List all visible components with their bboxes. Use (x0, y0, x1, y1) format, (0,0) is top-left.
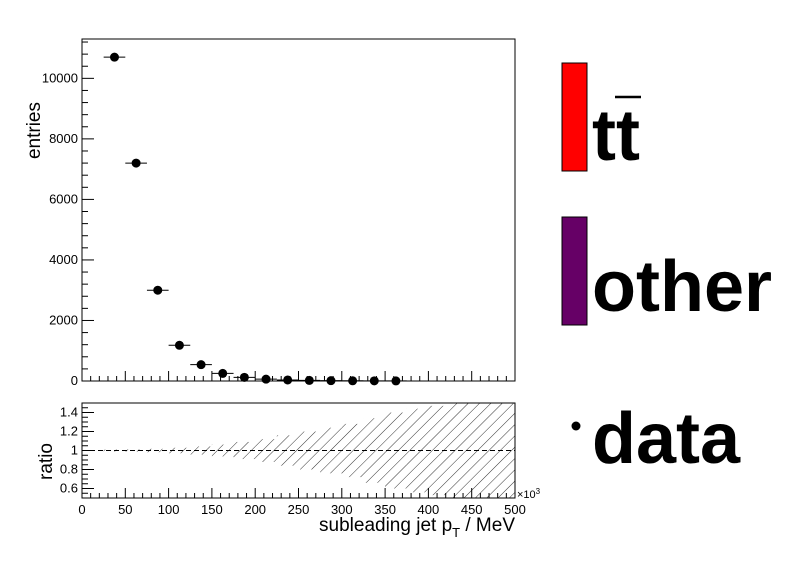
x-axis-label-subscript: T (452, 525, 460, 540)
main-plot-frame (81, 38, 516, 382)
data-point (391, 376, 401, 386)
ratio-y-tick-label: 1.2 (60, 424, 78, 439)
x-axis-label: subleading jet pT / MeV (319, 515, 515, 540)
x-axis-label-unit: / MeV (460, 515, 515, 536)
ratio-band-bin (341, 423, 364, 478)
x-tick-label: 400 (418, 502, 440, 517)
legend-marker-data (571, 421, 581, 431)
x-tick-label: 350 (374, 502, 396, 517)
ratio-band-bin (190, 446, 212, 455)
data-point (304, 375, 314, 385)
data-point (239, 372, 249, 382)
legend-entry-ttbar: tt (561, 62, 641, 176)
x-tick-label: 100 (158, 502, 180, 517)
legend-swatch-other (561, 216, 588, 326)
data-point (326, 376, 336, 386)
x-axis-exponent-base: ×10 (517, 489, 536, 501)
data-point (131, 158, 141, 168)
data-point (196, 360, 206, 370)
legend-entry-other: other (561, 216, 772, 327)
legend: tt other data (561, 62, 772, 479)
x-tick-label: 500 (504, 502, 526, 517)
data-point (261, 374, 271, 384)
ratio-panel: 0.6 0.8 1 1.2 1.4 0 50 100 150 200 250 300 350 400 45… (36, 402, 526, 517)
ratio-y-axis-label: ratio (36, 443, 57, 480)
main-y-ticks: 0 2000 4000 6000 8000 10000 (42, 41, 94, 388)
main-y-axis-label: entries (24, 102, 45, 159)
ratio-band-bin (276, 435, 299, 466)
data-point (174, 340, 184, 350)
ratio-y-tick-label: 0.6 (60, 481, 78, 496)
data-point (369, 376, 379, 386)
ratio-y-tick-label: 1 (71, 443, 78, 458)
main-y-tick-label: 2000 (49, 312, 78, 327)
ratio-band-bin (406, 408, 429, 493)
x-tick-label: 250 (288, 502, 310, 517)
legend-label-data: data (592, 399, 741, 479)
x-tick-label: 50 (118, 502, 132, 517)
x-axis-label-main: subleading jet p (319, 515, 452, 536)
data-point (348, 376, 358, 386)
ratio-y-tick-label: 1.4 (60, 405, 78, 420)
ratio-y-ticks: 0.6 0.8 1 1.2 1.4 (60, 402, 94, 499)
main-y-tick-label: 8000 (49, 131, 78, 146)
legend-swatch-ttbar (561, 62, 588, 172)
x-tick-label: 200 (244, 502, 266, 517)
data-point (109, 52, 119, 62)
main-panel: 0 2000 4000 6000 8000 10000 entries (24, 38, 516, 388)
data-point (153, 285, 163, 295)
main-y-tick-label: 0 (71, 373, 78, 388)
main-y-tick-label: 10000 (42, 70, 78, 85)
ratio-uncertainty-band (103, 403, 515, 498)
data-point (218, 368, 228, 378)
x-tick-label: 0 (78, 502, 85, 517)
legend-entry-data: data (571, 399, 741, 479)
ratio-band-bin (125, 449, 147, 452)
x-tick-label: 450 (461, 502, 483, 517)
ratio-x-ticks: 0 50 100 150 200 250 300 350 400 450 500 (78, 488, 526, 517)
ratio-y-tick-label: 0.8 (60, 462, 78, 477)
legend-label-other: other (592, 247, 772, 327)
ratio-band-bin (428, 405, 451, 496)
main-y-tick-label: 4000 (49, 252, 78, 267)
data-point (283, 375, 293, 385)
x-tick-label: 150 (201, 502, 223, 517)
x-axis-exponent: ×103 (517, 487, 541, 501)
legend-label-ttbar: tt (592, 96, 640, 176)
x-axis-exponent-power: 3 (536, 487, 541, 496)
data-points (103, 52, 407, 386)
main-y-tick-label: 6000 (49, 191, 78, 206)
x-axis-title: subleading jet pT / MeV ×103 (319, 487, 541, 540)
x-tick-label: 300 (331, 502, 353, 517)
